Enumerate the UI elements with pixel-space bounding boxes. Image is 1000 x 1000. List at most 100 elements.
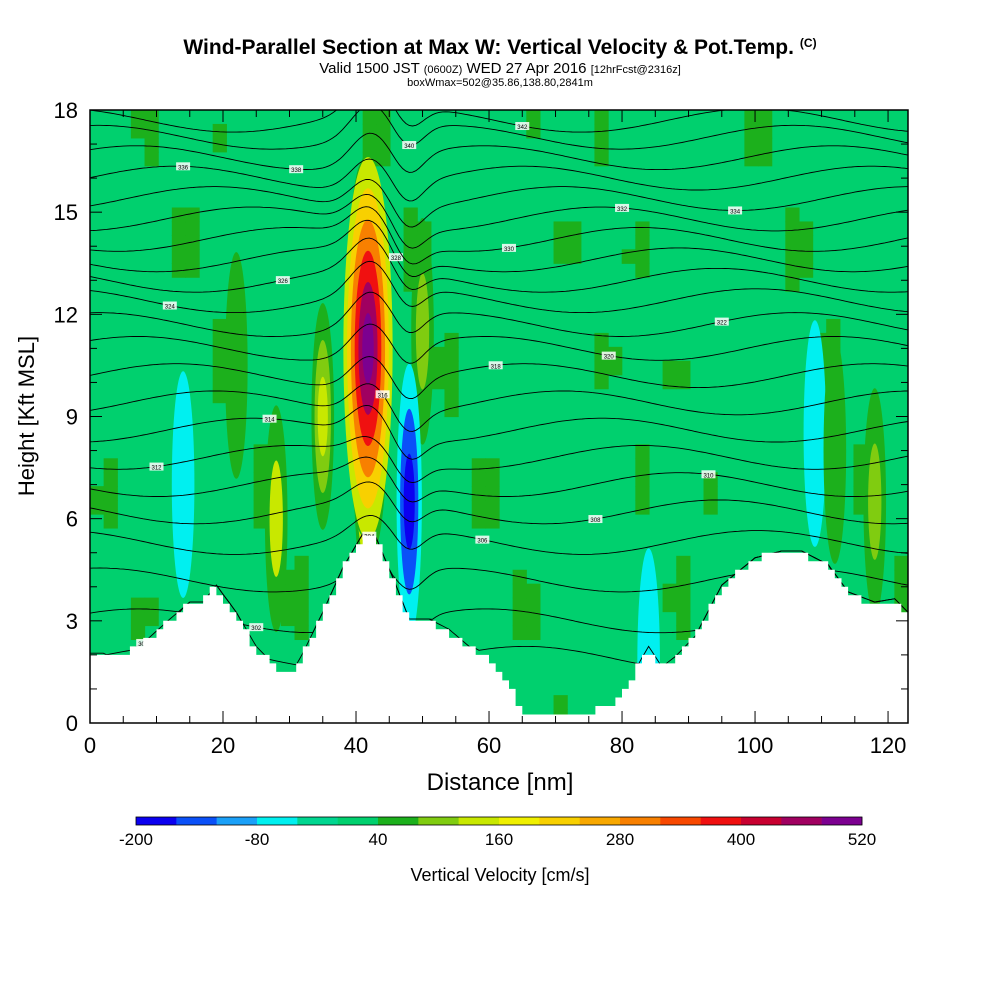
- theta-label: 308: [590, 518, 601, 524]
- w-cell: [103, 472, 118, 487]
- theta-contour: [90, 110, 908, 150]
- w-cell: [826, 318, 841, 334]
- w-feature: [224, 252, 248, 479]
- w-cell: [608, 360, 623, 376]
- w-cell: [294, 611, 309, 627]
- colorbar-swatch: [781, 817, 822, 825]
- colorbar-tick-label: 40: [369, 830, 388, 849]
- w-cell: [212, 388, 227, 404]
- x-tick-label: 100: [737, 733, 774, 758]
- potential-temperature-contours: 3003023043063083103123143163183203223243…: [90, 110, 908, 669]
- w-cell: [294, 555, 309, 571]
- w-cell: [798, 249, 814, 264]
- w-cell: [253, 458, 268, 473]
- w-cell: [758, 110, 773, 125]
- theta-label: 310: [703, 473, 714, 479]
- w-cell: [567, 235, 582, 250]
- x-tick-label: 60: [477, 733, 501, 758]
- w-cell: [512, 611, 527, 627]
- w-cell: [485, 472, 500, 487]
- w-cell: [662, 360, 677, 376]
- w-cell: [662, 597, 677, 613]
- theta-label-bg: [262, 414, 277, 423]
- theta-label-bg: [488, 361, 503, 370]
- w-feature: [868, 443, 882, 560]
- theta-label-bg: [588, 515, 603, 524]
- w-cell: [594, 332, 609, 348]
- w-cell: [185, 207, 200, 223]
- w-cell: [90, 486, 105, 501]
- theta-contour: [90, 219, 908, 277]
- colorbar-tick-label: -200: [119, 830, 153, 849]
- theta-contour: [90, 404, 908, 460]
- w-cell: [185, 221, 200, 236]
- theta-contour: [90, 323, 908, 364]
- w-cell: [90, 500, 105, 515]
- theta-label: 328: [391, 256, 402, 262]
- w-cell: [171, 235, 187, 250]
- colorbar-tick-label: 520: [848, 830, 876, 849]
- x-axis-label: Distance [nm]: [427, 769, 574, 796]
- w-cell: [171, 207, 187, 223]
- w-cell: [212, 318, 227, 334]
- terrain-mask: [90, 535, 908, 723]
- colorbar-frame: [135, 816, 863, 826]
- w-cell: [662, 583, 677, 599]
- w-cell: [744, 151, 759, 167]
- theta-label: 302: [251, 626, 262, 632]
- w-cell: [798, 263, 814, 278]
- w-cell: [553, 235, 568, 250]
- w-cell: [894, 583, 908, 599]
- theta-contour: [90, 193, 908, 249]
- w-cell: [130, 110, 146, 125]
- colorbar-swatch: [539, 817, 580, 825]
- theta-label: 312: [151, 466, 162, 472]
- colorbar-swatch: [418, 817, 459, 825]
- w-cell: [430, 346, 446, 362]
- w-cell: [185, 249, 200, 264]
- w-cell: [894, 555, 908, 571]
- theta-contour: [90, 206, 908, 265]
- w-cell: [253, 472, 268, 487]
- w-cell: [444, 402, 459, 418]
- x-tick-label: 0: [84, 733, 96, 758]
- theta-label-bg: [275, 276, 290, 285]
- w-cell: [294, 597, 309, 613]
- w-cell: [362, 110, 377, 125]
- colorbar-swatch: [216, 817, 258, 825]
- w-cell: [471, 514, 486, 529]
- w-cell: [635, 221, 650, 236]
- colorbar-swatch: [499, 817, 540, 825]
- y-tick-label: 3: [66, 609, 78, 634]
- w-cell: [362, 137, 377, 153]
- w-cell: [376, 151, 391, 167]
- w-cell: [376, 137, 391, 153]
- w-cell: [635, 486, 650, 501]
- updraft-band: [362, 313, 374, 384]
- w-cell: [744, 137, 759, 153]
- theta-label-bg: [388, 253, 403, 262]
- colorbar-tick-label: 160: [485, 830, 513, 849]
- w-cell: [403, 221, 418, 236]
- w-cell: [676, 374, 691, 390]
- theta-contour: [90, 481, 908, 525]
- theta-label: 334: [730, 209, 741, 215]
- w-cell: [758, 137, 773, 153]
- w-cell: [471, 500, 486, 515]
- theta-label: 306: [477, 539, 488, 545]
- y-tick-label: 18: [54, 98, 78, 123]
- colorbar-swatch: [660, 817, 701, 825]
- w-cell: [635, 235, 650, 250]
- theta-contour: [90, 291, 908, 337]
- w-feature: [823, 337, 847, 564]
- w-cell: [526, 625, 541, 641]
- theta-label-bg: [601, 351, 616, 360]
- w-cell: [212, 360, 227, 376]
- w-cell: [703, 500, 718, 515]
- w-cell: [662, 374, 677, 390]
- w-cell: [130, 611, 146, 627]
- terrain: [90, 535, 908, 723]
- theta-label: 340: [404, 144, 415, 150]
- w-cell: [212, 346, 227, 362]
- w-cell: [185, 263, 200, 278]
